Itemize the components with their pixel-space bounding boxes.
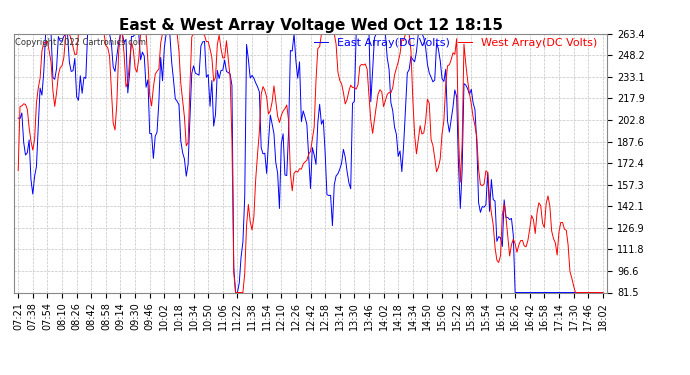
- East Array(DC Volts): [368, 69, 377, 73]
- West Array(DC Volts): [135, 56, 143, 61]
- East Array(DC Volts): [277, 142, 286, 146]
- West Array(DC Volts): [231, 290, 239, 295]
- East Array(DC Volts): [14, 116, 22, 120]
- East Array(DC Volts): [385, 67, 393, 72]
- West Array(DC Volts): [14, 168, 22, 173]
- West Array(DC Volts): [544, 194, 552, 198]
- East Array(DC Volts): [433, 41, 441, 45]
- Line: West Array(DC Volts): West Array(DC Volts): [18, 34, 603, 292]
- Title: East & West Array Voltage Wed Oct 12 18:15: East & West Array Voltage Wed Oct 12 18:…: [119, 18, 502, 33]
- West Array(DC Volts): [368, 131, 377, 136]
- West Array(DC Volts): [63, 32, 72, 36]
- East Array(DC Volts): [231, 290, 239, 295]
- East Array(DC Volts): [135, 32, 143, 36]
- Legend: East Array(DC Volts), West Array(DC Volts): East Array(DC Volts), West Array(DC Volt…: [310, 34, 601, 53]
- West Array(DC Volts): [433, 170, 441, 174]
- Line: East Array(DC Volts): East Array(DC Volts): [18, 34, 603, 292]
- East Array(DC Volts): [599, 290, 607, 295]
- East Array(DC Volts): [41, 32, 50, 36]
- West Array(DC Volts): [277, 113, 286, 118]
- East Array(DC Volts): [544, 290, 552, 295]
- Text: Copyright 2022 Cartronics.com: Copyright 2022 Cartronics.com: [15, 38, 146, 46]
- West Array(DC Volts): [599, 290, 607, 295]
- West Array(DC Volts): [385, 90, 393, 95]
